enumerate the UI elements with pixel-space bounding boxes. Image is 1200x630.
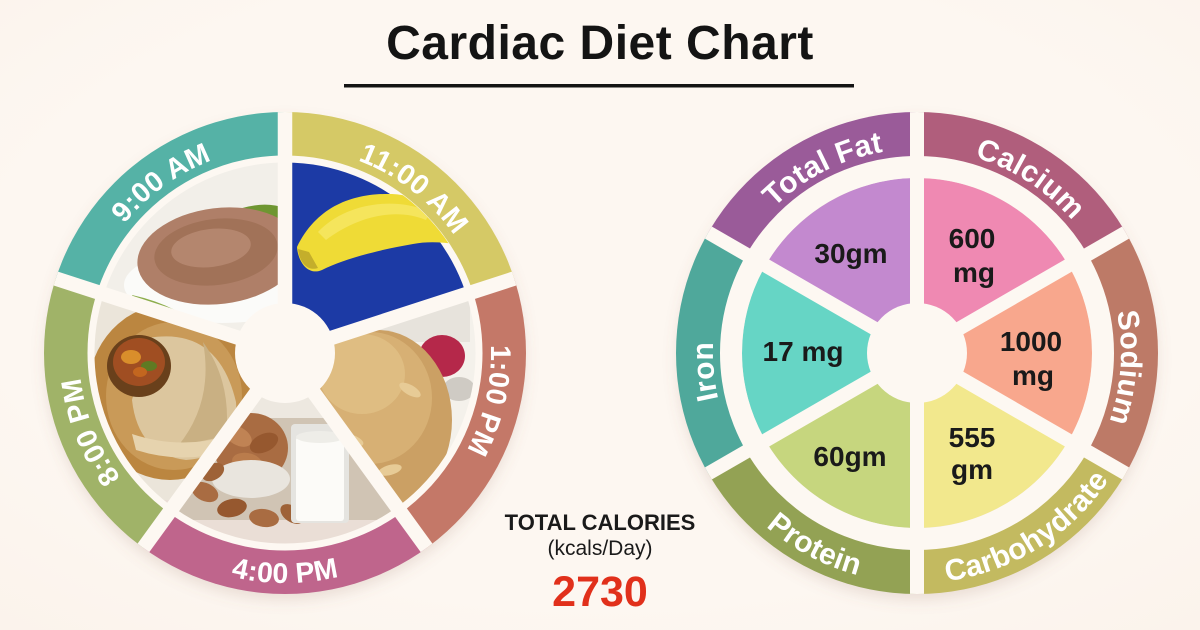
svg-text:4:00 PM: 4:00 PM: [229, 552, 340, 590]
svg-text:1000: 1000: [1000, 326, 1062, 357]
svg-text:mg: mg: [953, 257, 995, 288]
svg-text:600: 600: [949, 223, 996, 254]
svg-text:30gm: 30gm: [814, 238, 887, 269]
svg-text:mg: mg: [1012, 360, 1054, 391]
svg-text:2730: 2730: [552, 568, 648, 616]
svg-text:Iron: Iron: [687, 342, 725, 405]
svg-text:(kcals/Day): (kcals/Day): [547, 537, 652, 560]
svg-text:555: 555: [949, 422, 996, 453]
svg-text:Cardiac Diet Chart: Cardiac Diet Chart: [386, 17, 814, 70]
svg-text:17 mg: 17 mg: [763, 336, 844, 367]
svg-text:gm: gm: [951, 454, 993, 485]
svg-text:TOTAL CALORIES: TOTAL CALORIES: [505, 510, 696, 535]
svg-text:60gm: 60gm: [813, 441, 886, 472]
